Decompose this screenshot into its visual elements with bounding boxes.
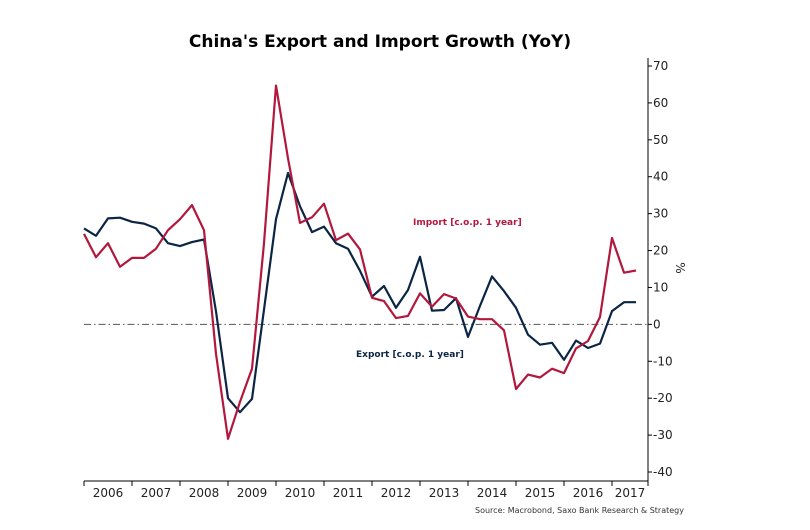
x-tick-label: 2010	[285, 486, 316, 500]
y-tick-label: 70	[653, 59, 668, 73]
x-tick-label: 2014	[477, 486, 508, 500]
y-tick-label: 20	[653, 244, 668, 258]
y-tick-label: 10	[653, 280, 668, 294]
y-tick-label: 0	[653, 317, 661, 331]
export-series-label: Export [c.o.p. 1 year]	[356, 350, 464, 360]
y-tick-label: -10	[653, 354, 673, 368]
x-tick-label: 2012	[381, 486, 412, 500]
y-tick-label: 60	[653, 96, 668, 110]
y-tick-label: 30	[653, 207, 668, 221]
y-tick-label: 50	[653, 133, 668, 147]
import-series-label: Import [c.o.p. 1 year]	[413, 218, 522, 228]
x-tick-label: 2015	[525, 486, 556, 500]
source-note: Source: Macrobond, Saxo Bank Research & …	[475, 506, 684, 515]
y-tick-label: -40	[653, 465, 673, 479]
import-series-line	[83, 84, 637, 440]
y-tick-label: -30	[653, 428, 673, 442]
x-tick-label: 2007	[141, 486, 172, 500]
x-axis-ticks: 2006 2007 2008 2009 2010 2011 2012 2013 2014 2015…	[83, 481, 649, 500]
y-tick-label: 40	[653, 170, 668, 184]
x-tick-label: 2011	[333, 486, 364, 500]
y-axis-label: %	[673, 262, 687, 273]
y-axis-ticks: -40 -30 -20 -10 0 10 20 30 40 50 60 70	[648, 59, 673, 479]
x-tick-label: 2017	[615, 486, 646, 500]
x-tick-label: 2013	[429, 486, 460, 500]
x-tick-label: 2016	[573, 486, 604, 500]
y-tick-label: -20	[653, 391, 673, 405]
x-tick-label: 2009	[237, 486, 268, 500]
x-tick-label: 2006	[93, 486, 124, 500]
x-tick-label: 2008	[189, 486, 220, 500]
chart-title: China's Export and Import Growth (YoY)	[189, 32, 571, 52]
export-series-line	[83, 171, 636, 414]
